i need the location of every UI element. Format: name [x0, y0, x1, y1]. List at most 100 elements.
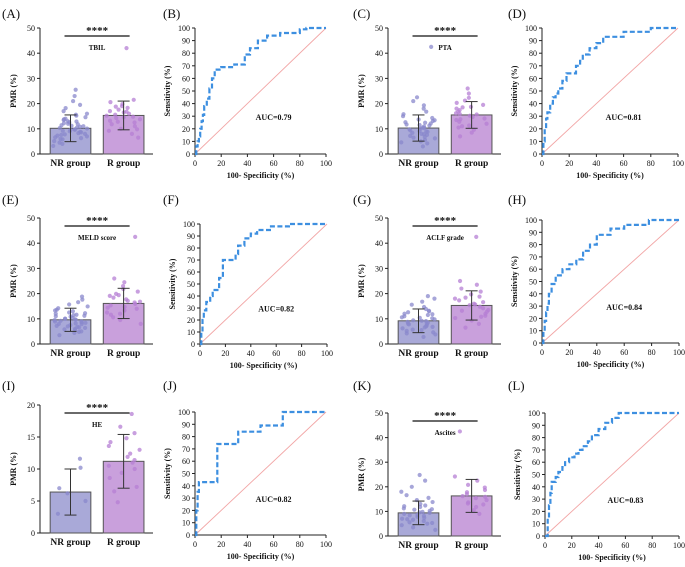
- panel-annotation: HE: [92, 421, 102, 429]
- y-tick-label: 60: [529, 74, 537, 83]
- data-point: [457, 134, 463, 139]
- reference-line: [194, 27, 327, 155]
- y-tick-label: 30: [532, 495, 540, 504]
- y-tick-label: 20: [375, 100, 383, 109]
- data-point: [83, 320, 88, 325]
- y-tick-label: 90: [182, 37, 190, 46]
- y-tick-label: 10: [375, 315, 383, 324]
- data-point: [414, 95, 420, 100]
- data-point: [411, 98, 416, 104]
- data-point: [456, 125, 461, 130]
- data-point: [464, 490, 470, 495]
- y-tick-label: 40: [27, 49, 35, 58]
- data-point: [132, 457, 137, 463]
- data-point: [430, 324, 435, 329]
- data-point: [61, 109, 66, 114]
- y-tick-label: 40: [375, 49, 383, 58]
- x-tick-label: 100: [673, 541, 685, 550]
- significance-stars: ****: [434, 25, 457, 37]
- data-point: [106, 128, 111, 133]
- y-tick-label: 10: [532, 520, 540, 529]
- data-point: [480, 306, 486, 311]
- data-point: [421, 518, 426, 524]
- x-axis-label: 100- Specificity (%): [230, 361, 298, 370]
- data-point: [134, 484, 139, 490]
- data-point: [423, 478, 428, 483]
- data-point: [467, 123, 472, 128]
- y-axis-label: PMR (%): [9, 74, 18, 108]
- y-tick-label: 80: [182, 49, 190, 58]
- x-tick-label: 40: [247, 349, 255, 358]
- data-point: [425, 312, 430, 318]
- y-axis-label: PMR (%): [357, 457, 366, 491]
- y-tick-label: 50: [375, 214, 383, 223]
- data-point: [107, 293, 112, 298]
- data-point: [135, 289, 140, 294]
- y-tick-label: 10: [182, 137, 190, 146]
- data-point: [473, 302, 478, 307]
- y-tick-label: 0: [31, 529, 35, 538]
- data-point: [78, 136, 84, 141]
- reference-line: [541, 27, 679, 155]
- data-point: [133, 234, 138, 239]
- data-point: [421, 304, 427, 310]
- data-point: [82, 325, 88, 330]
- auc-label: AUC=0.79: [256, 113, 292, 122]
- data-point: [430, 520, 435, 526]
- y-tick-label: 10: [375, 507, 383, 516]
- panel-annotation: MELD score: [78, 234, 116, 242]
- y-tick-label: 20: [27, 401, 35, 410]
- y-tick-label: 0: [379, 340, 383, 349]
- y-tick-label: 0: [533, 339, 537, 348]
- data-point: [125, 105, 130, 110]
- data-point: [471, 508, 476, 513]
- x-tick-label: 0: [198, 349, 202, 358]
- data-point: [85, 304, 90, 309]
- data-point: [421, 106, 426, 111]
- category-label: R group: [107, 538, 140, 548]
- x-tick-label: 0: [193, 540, 197, 549]
- data-point: [56, 321, 61, 326]
- data-point: [52, 139, 57, 144]
- y-tick-label: 10: [182, 519, 190, 528]
- data-point: [138, 321, 143, 326]
- data-point: [479, 314, 484, 319]
- data-point: [134, 306, 139, 311]
- y-tick-label: 70: [187, 256, 195, 265]
- data-point: [84, 111, 90, 116]
- data-point: [432, 118, 437, 123]
- data-point: [410, 517, 416, 522]
- category-label: NR group: [50, 349, 90, 359]
- y-tick-label: 0: [379, 150, 383, 159]
- data-point: [452, 474, 458, 479]
- data-point: [131, 97, 136, 102]
- y-tick-label: 30: [187, 304, 195, 313]
- panel-g: (G) 0 10 20 30 40 50 PMR (%) NR group R group ****…: [353, 192, 501, 359]
- data-point: [104, 310, 110, 315]
- data-point: [116, 107, 121, 112]
- panel-label: (J): [163, 378, 177, 393]
- panel-label: (I): [2, 378, 15, 393]
- data-point: [429, 44, 434, 50]
- data-point: [57, 125, 62, 131]
- y-tick-label: 100: [528, 409, 540, 418]
- data-point: [481, 300, 486, 305]
- y-tick-label: 40: [27, 239, 35, 248]
- data-point: [458, 117, 463, 122]
- data-point: [60, 141, 65, 147]
- data-point: [425, 521, 430, 526]
- category-label: R group: [455, 349, 488, 359]
- panel-annotation: TBIL: [89, 44, 106, 52]
- data-point: [108, 303, 113, 308]
- panel-f: (F) 0 10 20 30 40 50 60 70 80 90 100 0 20 40 60 80 100 100…: [163, 192, 333, 370]
- data-point: [476, 321, 481, 326]
- data-point: [111, 295, 116, 300]
- data-point: [73, 317, 78, 322]
- y-tick-label: 30: [375, 458, 383, 467]
- y-tick-label: 20: [27, 100, 35, 109]
- y-tick-label: 10: [529, 137, 537, 146]
- data-point: [118, 424, 123, 429]
- data-point: [77, 325, 82, 330]
- data-point: [454, 106, 459, 111]
- reference-line: [194, 411, 327, 536]
